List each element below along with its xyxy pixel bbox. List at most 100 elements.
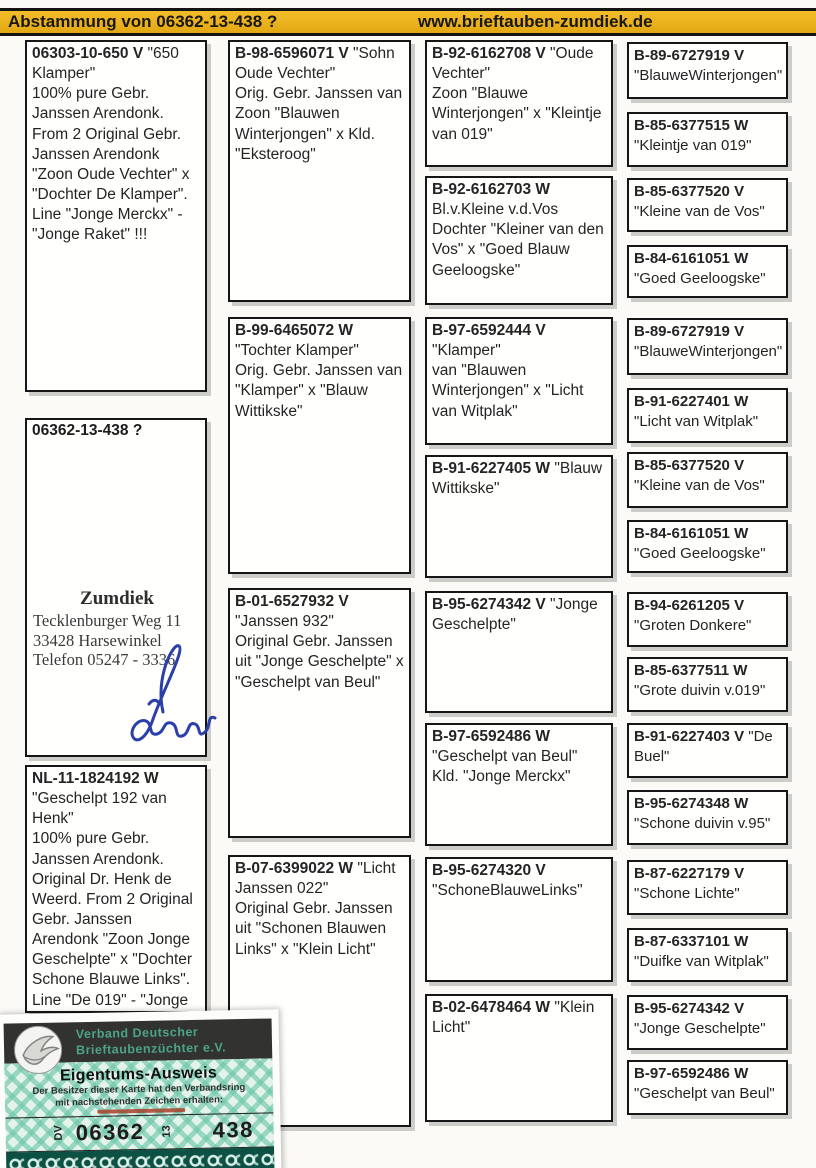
ring-number: B-84-6161051 W: [634, 525, 749, 542]
ring-number: B-97-6592486 W: [634, 1065, 749, 1082]
ring-number: B-97-6592486 W: [432, 728, 551, 745]
ring-number: B-85-6377515 W: [634, 117, 749, 134]
pigeon-details: "Licht Janssen 022" Original Gebr. Janss…: [235, 860, 396, 958]
ring-number: B-95-6274342 V: [432, 596, 546, 613]
pedigree-box: B-95-6274342 V "Jonge Geschelpte": [627, 995, 788, 1050]
ring-number: B-85-6377520 V: [634, 183, 745, 200]
pigeon-details: "Kleintje van 019": [634, 136, 752, 154]
ring-number: B-85-6377511 W: [634, 662, 748, 679]
pedigree-box: B-95-6274320 V "SchoneBlauweLinks": [425, 857, 613, 982]
owner-street: Tecklenburger Weg 11: [33, 611, 182, 631]
pedigree-box: B-84-6161051 W "Goed Geeloogske": [627, 245, 788, 298]
ring-number: B-89-6727919 V: [634, 47, 745, 64]
pedigree-box: B-01-6527932 V "Janssen 932" Original Ge…: [228, 588, 411, 838]
pedigree-box: 06303-10-650 V "650 Klamper" 100% pure G…: [25, 40, 207, 392]
subject-ring-number: 06362-13-438 ?: [32, 422, 143, 439]
ring-number: B-95-6274342 V: [634, 1000, 745, 1017]
ring-id-row: DV 06362 13 438: [5, 1113, 274, 1151]
pedigree-box: B-95-6274342 V "Jonge Geschelpte": [425, 591, 613, 713]
pedigree-box: B-87-6337101 W "Duifke van Witplak": [627, 928, 788, 982]
pedigree-box: B-02-6478464 W "Klein Licht": [425, 994, 613, 1122]
pigeon-details: "Licht van Witplak": [634, 393, 759, 430]
ring-number: B-95-6274348 W: [634, 795, 749, 812]
pigeon-details: "Geschelpt van Beul" Kld. "Jonge Merckx": [432, 748, 578, 786]
ring-year: 13: [160, 1125, 173, 1138]
pedigree-box: B-92-6162703 W Bl.v.Kleine v.d.Vos Docht…: [425, 176, 613, 305]
pigeon-details: "Goed Geeloogske": [634, 269, 766, 287]
pedigree-box: B-95-6274348 W "Schone duivin v.95": [627, 790, 788, 845]
pedigree-box: B-07-6399022 W "Licht Janssen 022" Origi…: [228, 855, 411, 1127]
pigeon-details: "BlauweWinterjongen": [634, 342, 783, 360]
pedigree-box: B-85-6377515 W "Kleintje van 019": [627, 112, 788, 167]
pedigree-box: B-99-6465072 W "Tochter Klamper" Orig. G…: [228, 317, 411, 574]
ring-number: B-01-6527932 V: [235, 593, 349, 610]
pigeon-details: "Klamper" van "Blauwen Winterjongen" x "…: [432, 342, 584, 420]
pigeon-details: "Sohn Oude Vechter" Orig. Gebr. Janssen …: [235, 45, 403, 163]
pigeon-details: "Tochter Klamper" Orig. Gebr. Janssen va…: [235, 342, 403, 420]
ring-number: B-91-6227401 W: [634, 393, 749, 410]
dove-logo-icon: [13, 1025, 63, 1075]
owner-phone: Telefon 05247 - 3336: [33, 649, 176, 669]
pedigree-box: B-97-6592486 W "Geschelpt van Beul": [627, 1060, 788, 1115]
pedigree-box: B-94-6261205 V "Groten Donkere": [627, 592, 788, 647]
pigeon-details: "Schone duivin v.95": [634, 814, 771, 832]
ring-main-number: 06362: [75, 1119, 145, 1146]
website-url: www.brieftauben-zumdiek.de: [418, 12, 653, 31]
pedigree-box: NL-11-1824192 W "Geschelpt 192 van Henk"…: [25, 765, 207, 1013]
pigeon-details: "Kleine van de Vos": [634, 183, 765, 220]
pedigree-box: B-89-6727919 V "BlauweWinterjongen": [627, 318, 788, 375]
pigeon-details: "De Buel": [634, 728, 777, 765]
pigeon-details: "Janssen 932" Original Gebr. Janssen uit…: [235, 613, 404, 691]
pedigree-box: B-85-6377520 V "Kleine van de Vos": [627, 452, 788, 508]
pedigree-box: B-85-6377520 V "Kleine van de Vos": [627, 178, 788, 232]
pedigree-box: B-97-6592444 V "Klamper" van "Blauwen Wi…: [425, 317, 613, 445]
ring-number: B-87-6337101 W: [634, 933, 749, 950]
pigeon-details: "Kleine van de Vos": [634, 457, 765, 494]
organization-name: Verband Deutscher Brieftaubenzüchter e.V…: [76, 1024, 227, 1058]
pedigree-box: B-87-6227179 V "Schone Lichte": [627, 860, 788, 915]
ring-number: B-92-6162708 V: [432, 45, 546, 62]
ring-number: NL-11-1824192 W: [32, 770, 159, 787]
org-line2: Brieftaubenzüchter e.V.: [75, 1039, 227, 1057]
ring-number: B-98-6596071 V: [235, 45, 349, 62]
ring-number: B-85-6377520 V: [634, 457, 745, 474]
owner-city: 33428 Harsewinkel: [33, 630, 162, 650]
ring-number: B-92-6162703 W: [432, 181, 551, 198]
owner-name: Zumdiek: [80, 588, 154, 609]
ring-number: B-91-6227405 W: [432, 460, 551, 477]
dv-label: DV: [52, 1125, 65, 1141]
ring-number: B-94-6261205 V: [634, 597, 745, 614]
signature-icon: [130, 644, 217, 742]
pedigree-box: B-91-6227403 V "De Buel": [627, 723, 788, 778]
ownership-card: Verband Deutscher Brieftaubenzüchter e.V…: [0, 1009, 282, 1168]
header-bar: Abstammung von 06362-13-438 ? www.brieft…: [0, 8, 816, 36]
pedigree-box: B-91-6227405 W "Blauw Wittikske": [425, 455, 613, 578]
ring-serial-number: 438: [212, 1117, 255, 1143]
subject-owner-box: 06362-13-438 ? Zumdiek Tecklenburger Weg…: [25, 418, 217, 757]
pigeon-details: "BlauweWinterjongen": [634, 66, 783, 84]
pigeon-details: "Jonge Geschelpte": [432, 596, 603, 634]
page-title: Abstammung von 06362-13-438 ?: [8, 12, 278, 31]
pigeon-details: "Blauw Wittikske": [432, 460, 607, 498]
pigeon-details: "Geschelpt 192 van Henk" 100% pure Gebr.…: [32, 790, 193, 1009]
pigeon-details: "Oude Vechter" Zoon "Blauwe Winterjongen…: [432, 45, 602, 143]
card-header-band: Verband Deutscher Brieftaubenzüchter e.V…: [3, 1018, 273, 1075]
pigeon-details: "Jonge Geschelpte": [634, 1000, 766, 1037]
pedigree-box: B-89-6727919 V "BlauweWinterjongen": [627, 42, 788, 99]
ring-number: B-89-6727919 V: [634, 323, 745, 340]
pedigree-box: B-91-6227401 W "Licht van Witplak": [627, 388, 788, 443]
ring-number: B-07-6399022 W: [235, 860, 354, 877]
pigeon-details: Bl.v.Kleine v.d.Vos Dochter "Kleiner van…: [432, 201, 604, 279]
ring-number: B-95-6274320 V: [432, 862, 546, 879]
pedigree-box: B-85-6377511 W "Grote duivin v.019": [627, 657, 788, 712]
pedigree-box: B-98-6596071 V "Sohn Oude Vechter" Orig.…: [228, 40, 411, 302]
pigeon-details: "650 Klamper" 100% pure Gebr. Janssen Ar…: [32, 45, 190, 244]
pigeon-details: "SchoneBlauweLinks": [432, 882, 583, 900]
pedigree-box: B-84-6161051 W "Goed Geeloogske": [627, 520, 788, 573]
red-mark: [97, 1107, 186, 1114]
owner-address-block: Zumdiek Tecklenburger Weg 11 33428 Harse…: [33, 588, 201, 669]
ring-number: B-91-6227403 V: [634, 728, 745, 745]
pigeon-details: "Groten Donkere": [634, 616, 752, 634]
pigeon-details: "Grote duivin v.019": [634, 681, 766, 699]
